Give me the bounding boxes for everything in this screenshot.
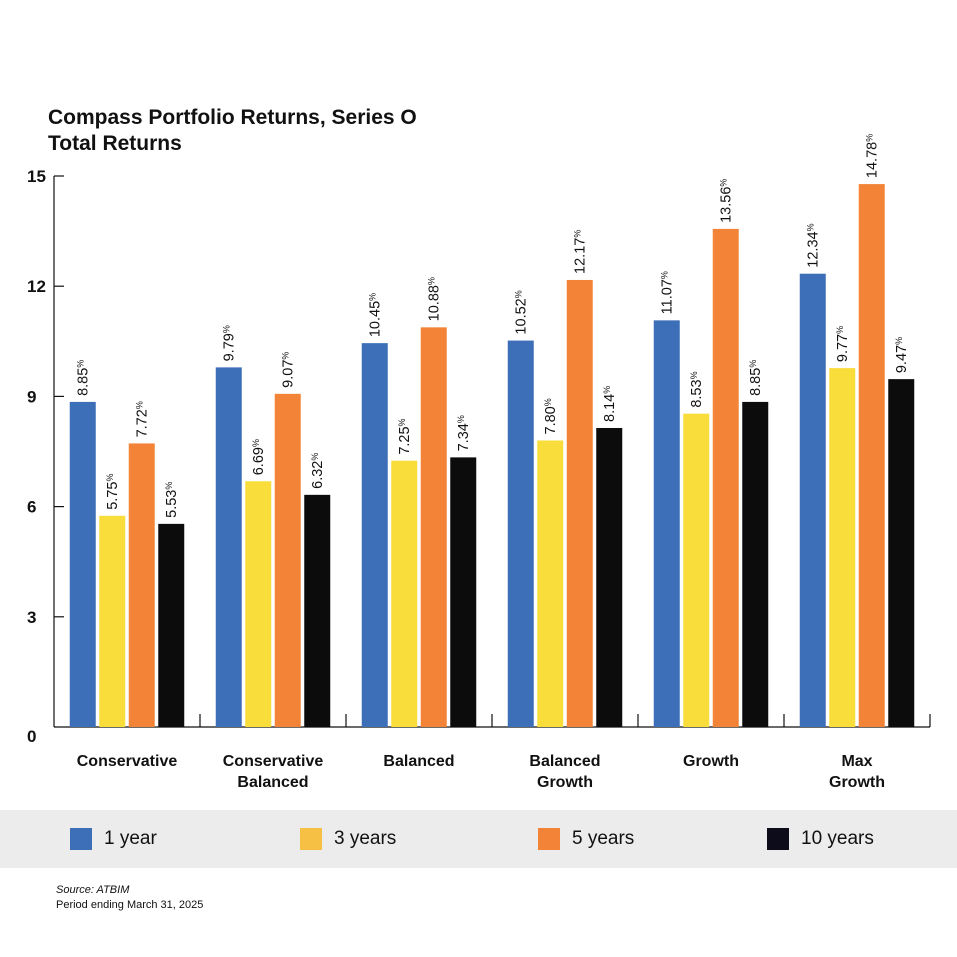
value-label-balanced-1-year: 10.45% xyxy=(368,293,384,337)
bar-conservative-10-years xyxy=(158,523,185,727)
bar-balanced-growth-5-years xyxy=(566,279,593,727)
bar-conservative-balanced-1-year xyxy=(215,367,242,727)
legend-swatch-3-years xyxy=(300,828,322,850)
bar-growth-1-year xyxy=(653,320,680,727)
bar-conservative-balanced-3-years xyxy=(245,481,272,727)
category-label-max-growth-line-1: Max xyxy=(841,753,872,770)
bar-balanced-1-year xyxy=(361,343,388,727)
value-label-growth-3-years: 8.53% xyxy=(689,371,705,407)
value-label-balanced-10-years: 7.34% xyxy=(456,415,472,451)
chart-value-labels: 8.85% 5.75% 7.72% 5.53% 9.79% 6.69% 9.07% 6.32%… xyxy=(76,134,911,518)
value-label-conservative-3-years: 5.75% xyxy=(105,474,121,510)
value-label-conservative-balanced-3-years: 6.69% xyxy=(251,439,267,475)
legend-swatch-1-year xyxy=(70,828,92,850)
bar-growth-5-years xyxy=(712,228,739,727)
bar-growth-3-years xyxy=(683,413,710,727)
bar-max-growth-10-years xyxy=(888,379,915,727)
value-label-growth-5-years: 13.56% xyxy=(719,179,735,223)
legend-item-10-years: 10 years xyxy=(767,810,874,868)
value-label-conservative-balanced-1-year: 9.79% xyxy=(222,325,238,361)
category-label-conservative-balanced-line-2: Balanced xyxy=(237,774,308,791)
bar-conservative-balanced-5-years xyxy=(274,393,301,727)
y-tick-label-6: 6 xyxy=(27,498,36,517)
value-label-balanced-growth-1-year: 10.52% xyxy=(514,290,530,334)
bar-conservative-1-year xyxy=(69,401,96,727)
legend-item-3-years: 3 years xyxy=(300,810,396,868)
category-label-growth-line-1: Growth xyxy=(683,753,739,770)
value-label-balanced-growth-10-years: 8.14% xyxy=(602,386,618,422)
category-label-balanced-growth-line-1: Balanced xyxy=(529,753,600,770)
category-label-conservative-line-1: Conservative xyxy=(77,753,178,770)
legend-item-5-years: 5 years xyxy=(538,810,634,868)
source-text: Source: ATBIM xyxy=(56,884,130,896)
value-label-conservative-1-year: 8.85% xyxy=(76,360,92,396)
y-tick-label-15: 15 xyxy=(27,167,46,186)
legend-label-1-year: 1 year xyxy=(104,828,157,849)
value-label-conservative-5-years: 7.72% xyxy=(135,401,151,437)
category-label-conservative-balanced-line-1: Conservative xyxy=(223,753,324,770)
chart-bars xyxy=(69,184,915,728)
bar-growth-10-years xyxy=(742,401,769,727)
bar-balanced-10-years xyxy=(450,457,477,727)
y-tick-label-3: 3 xyxy=(27,608,36,627)
bar-balanced-growth-10-years xyxy=(596,427,623,727)
y-tick-label-9: 9 xyxy=(27,387,36,406)
bar-conservative-3-years xyxy=(99,515,126,727)
value-label-balanced-5-years: 10.88% xyxy=(427,277,443,321)
period-text: Period ending March 31, 2025 xyxy=(56,899,204,911)
bar-conservative-5-years xyxy=(128,443,155,727)
value-label-conservative-10-years: 5.53% xyxy=(164,482,180,518)
bar-max-growth-5-years xyxy=(858,184,885,728)
value-label-max-growth-1-year: 12.34% xyxy=(806,223,822,267)
value-label-growth-1-year: 11.07% xyxy=(660,271,676,314)
legend: 1 year 3 years 5 years 10 years xyxy=(0,810,957,868)
value-label-max-growth-3-years: 9.77% xyxy=(835,326,851,362)
value-label-max-growth-5-years: 14.78% xyxy=(865,134,881,178)
bar-balanced-growth-1-year xyxy=(507,340,534,727)
value-label-balanced-growth-5-years: 12.17% xyxy=(573,230,589,274)
chart-title: Compass Portfolio Returns, Series O xyxy=(48,106,417,129)
bar-balanced-5-years xyxy=(420,327,447,727)
legend-item-1-year: 1 year xyxy=(70,810,157,868)
bar-balanced-growth-3-years xyxy=(537,440,564,727)
y-tick-label-0: 0 xyxy=(27,727,36,746)
chart-axes: 0 3 6 9 12 15 xyxy=(27,167,931,746)
bar-max-growth-3-years xyxy=(829,368,856,727)
y-tick-label-12: 12 xyxy=(27,277,46,296)
bar-chart: Compass Portfolio Returns, Series O Tota… xyxy=(27,106,931,791)
category-label-balanced-line-1: Balanced xyxy=(383,753,454,770)
category-label-balanced-growth-line-2: Growth xyxy=(537,774,593,791)
bar-conservative-balanced-10-years xyxy=(304,494,331,727)
value-label-conservative-balanced-5-years: 9.07% xyxy=(281,352,297,388)
bar-balanced-3-years xyxy=(391,460,418,727)
value-label-max-growth-10-years: 9.47% xyxy=(894,337,910,373)
value-label-balanced-3-years: 7.25% xyxy=(397,418,413,454)
legend-swatch-10-years xyxy=(767,828,789,850)
bar-max-growth-1-year xyxy=(799,273,826,727)
value-label-conservative-balanced-10-years: 6.32% xyxy=(310,453,326,489)
legend-label-5-years: 5 years xyxy=(572,828,635,849)
legend-swatch-5-years xyxy=(538,828,560,850)
category-label-max-growth-line-2: Growth xyxy=(829,774,885,791)
value-label-growth-10-years: 8.85% xyxy=(748,360,764,396)
source-note: Source: ATBIM Period ending March 31, 20… xyxy=(56,883,203,913)
value-label-balanced-growth-3-years: 7.80% xyxy=(543,398,559,434)
chart-category-labels: Conservative Conservative Balanced Balanced… xyxy=(77,753,885,791)
legend-label-10-years: 10 years xyxy=(801,828,874,849)
legend-label-3-years: 3 years xyxy=(334,828,397,849)
chart-subtitle: Total Returns xyxy=(48,132,182,155)
